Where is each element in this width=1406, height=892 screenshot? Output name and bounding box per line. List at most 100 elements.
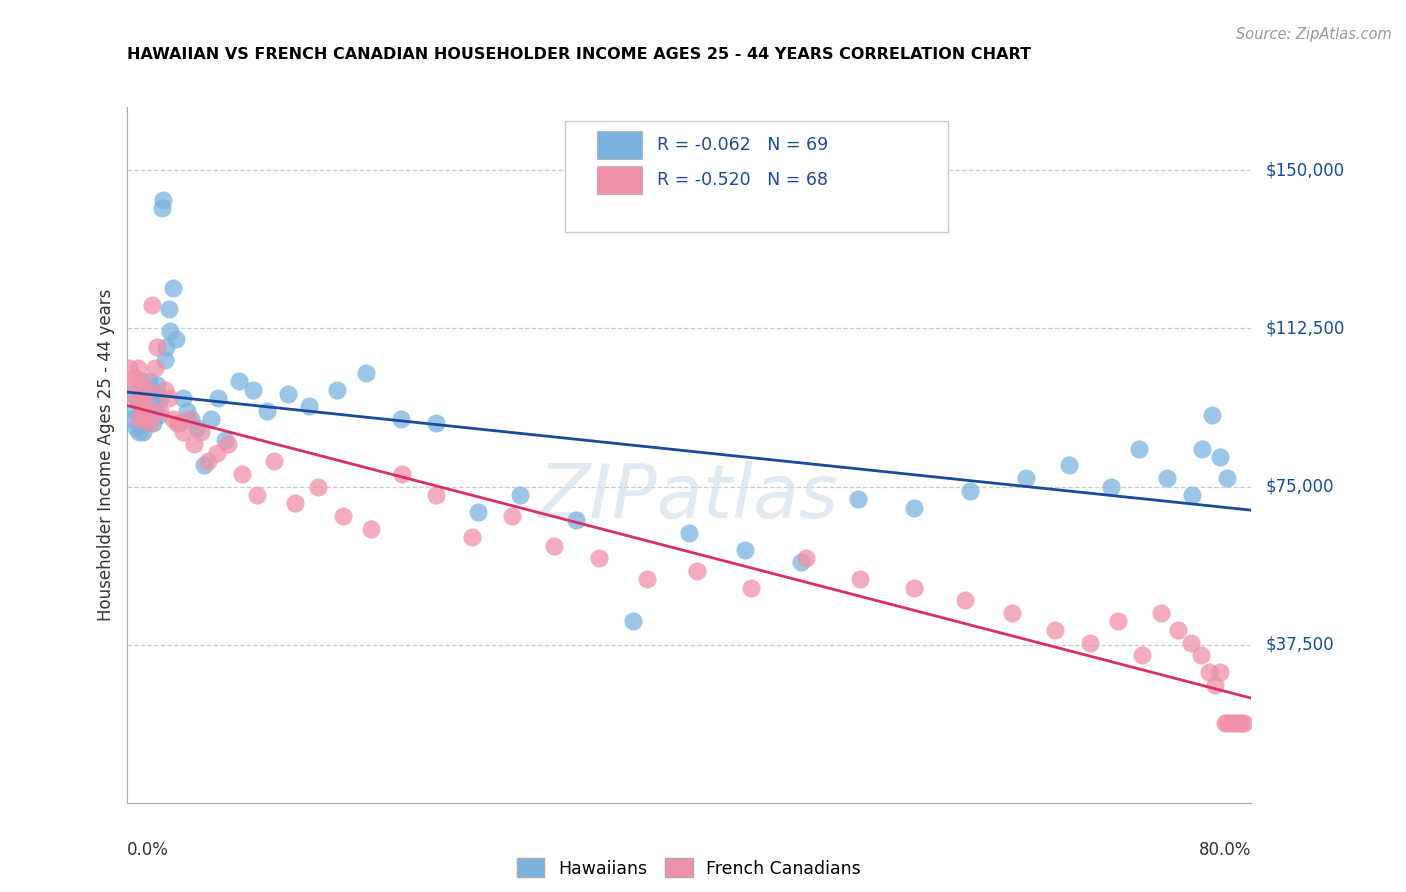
Point	[794, 551, 817, 566]
Point	[172, 425, 194, 439]
Point	[1015, 471, 1038, 485]
Point	[1156, 471, 1178, 485]
Text: R = -0.062   N = 69: R = -0.062 N = 69	[658, 136, 828, 154]
Point	[138, 374, 160, 388]
Point	[152, 193, 174, 207]
Point	[1222, 715, 1244, 730]
Point	[162, 412, 184, 426]
Point	[157, 302, 180, 317]
Point	[207, 391, 229, 405]
Point	[165, 332, 187, 346]
FancyBboxPatch shape	[596, 166, 641, 194]
Point	[467, 505, 489, 519]
Point	[120, 386, 142, 401]
Text: R = -0.520   N = 68: R = -0.520 N = 68	[658, 171, 828, 189]
Point	[150, 201, 173, 215]
Point	[121, 412, 143, 426]
Point	[391, 467, 413, 481]
Point	[228, 374, 250, 388]
Point	[307, 479, 329, 493]
Point	[1180, 635, 1202, 649]
Point	[124, 403, 146, 417]
Point	[246, 488, 269, 502]
Point	[588, 551, 610, 566]
Point	[231, 467, 253, 481]
Point	[678, 525, 700, 540]
Point	[132, 403, 155, 417]
Point	[242, 383, 264, 397]
Point	[389, 412, 412, 426]
FancyBboxPatch shape	[596, 131, 641, 159]
Point	[636, 572, 658, 586]
Point	[139, 417, 162, 431]
Point	[1181, 488, 1204, 502]
Point	[332, 509, 354, 524]
Point	[157, 391, 180, 405]
Point	[134, 417, 156, 431]
Point	[148, 408, 170, 422]
Legend: Hawaiians, French Canadians: Hawaiians, French Canadians	[510, 851, 868, 885]
Point	[149, 391, 172, 405]
Point	[1099, 479, 1122, 493]
Point	[193, 458, 215, 473]
Point	[143, 400, 166, 414]
Point	[146, 340, 169, 354]
Point	[142, 417, 165, 431]
Point	[1189, 648, 1212, 663]
Point	[183, 437, 205, 451]
Point	[125, 391, 148, 405]
Point	[1128, 442, 1150, 456]
Point	[734, 542, 756, 557]
Point	[1191, 442, 1213, 456]
Point	[176, 403, 198, 417]
Point	[136, 383, 159, 397]
Point	[153, 353, 176, 368]
Point	[565, 513, 588, 527]
Point	[1204, 678, 1226, 692]
Point	[1167, 623, 1189, 637]
Point	[284, 496, 307, 510]
Point	[127, 395, 149, 409]
Point	[214, 433, 236, 447]
FancyBboxPatch shape	[565, 121, 948, 232]
Text: 0.0%: 0.0%	[127, 841, 169, 859]
Point	[128, 412, 150, 426]
Point	[686, 564, 709, 578]
Point	[849, 572, 872, 586]
Point	[846, 492, 869, 507]
Point	[143, 361, 166, 376]
Point	[125, 420, 148, 434]
Point	[146, 378, 169, 392]
Text: HAWAIIAN VS FRENCH CANADIAN HOUSEHOLDER INCOME AGES 25 - 44 YEARS CORRELATION CH: HAWAIIAN VS FRENCH CANADIAN HOUSEHOLDER …	[127, 47, 1031, 62]
Text: $75,000: $75,000	[1265, 477, 1334, 496]
Point	[134, 400, 156, 414]
Point	[1216, 715, 1239, 730]
Point	[121, 378, 143, 392]
Text: $112,500: $112,500	[1265, 319, 1344, 337]
Text: 80.0%: 80.0%	[1199, 841, 1251, 859]
Point	[131, 374, 153, 388]
Point	[903, 581, 925, 595]
Point	[145, 386, 167, 401]
Point	[1201, 408, 1223, 422]
Point	[127, 361, 149, 376]
Point	[1209, 665, 1232, 679]
Point	[953, 593, 976, 607]
Point	[959, 483, 981, 498]
Text: ZIPatlas: ZIPatlas	[538, 460, 839, 533]
Point	[128, 425, 150, 439]
Point	[1216, 471, 1239, 485]
Point	[166, 417, 188, 431]
Point	[180, 412, 202, 426]
Point	[134, 412, 156, 426]
Point	[1150, 606, 1173, 620]
Point	[132, 425, 155, 439]
Point	[1209, 450, 1232, 464]
Point	[149, 403, 172, 417]
Point	[1130, 648, 1153, 663]
Point	[263, 454, 285, 468]
Point	[129, 408, 152, 422]
Point	[141, 298, 163, 312]
Point	[172, 391, 194, 405]
Point	[139, 412, 162, 426]
